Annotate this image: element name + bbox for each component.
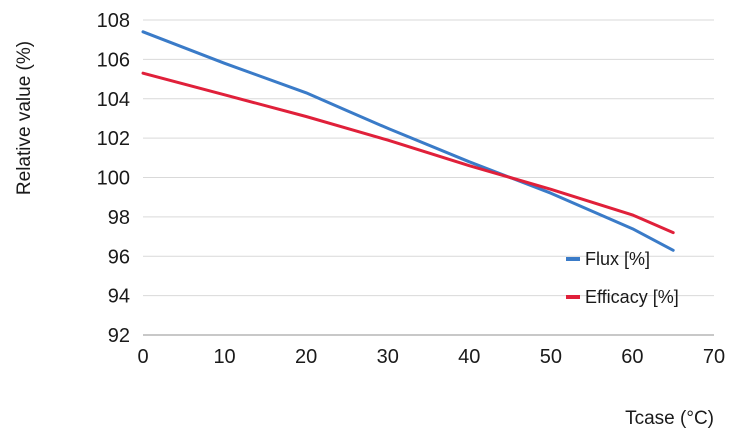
y-tick-label: 108 — [97, 10, 130, 32]
series-line-1 — [141, 71, 675, 235]
axes: 92 94 96 98 100 102 104 106 108 0 10 20 30 40 50 60 70 — [97, 10, 726, 368]
legend-label: Efficacy [%] — [585, 287, 679, 307]
legend: Flux [%] Efficacy [%] — [566, 249, 679, 307]
x-axis-label: Tcase (°C) — [625, 408, 714, 429]
y-tick-label: 96 — [108, 246, 130, 268]
x-tick-label: 20 — [295, 346, 317, 368]
x-tick-label: 60 — [621, 346, 643, 368]
y-tick-label: 94 — [108, 286, 130, 308]
x-tick-label: 70 — [703, 346, 725, 368]
x-tick-label: 40 — [458, 346, 480, 368]
x-tick-label: 0 — [137, 346, 148, 368]
y-tick-label: 104 — [97, 89, 130, 111]
x-tick-label: 30 — [377, 346, 399, 368]
y-axis-label: Relative value (%) — [14, 41, 35, 195]
series-line-0 — [141, 30, 675, 252]
y-tick-label: 92 — [108, 325, 130, 347]
y-tick-label: 102 — [97, 128, 130, 150]
y-tick-label: 100 — [97, 168, 130, 190]
y-tick-label: 98 — [108, 207, 130, 229]
x-tick-label: 10 — [213, 346, 235, 368]
series-lines — [141, 30, 675, 252]
y-tick-label: 106 — [97, 49, 130, 71]
legend-label: Flux [%] — [585, 249, 650, 269]
x-tick-label: 50 — [540, 346, 562, 368]
